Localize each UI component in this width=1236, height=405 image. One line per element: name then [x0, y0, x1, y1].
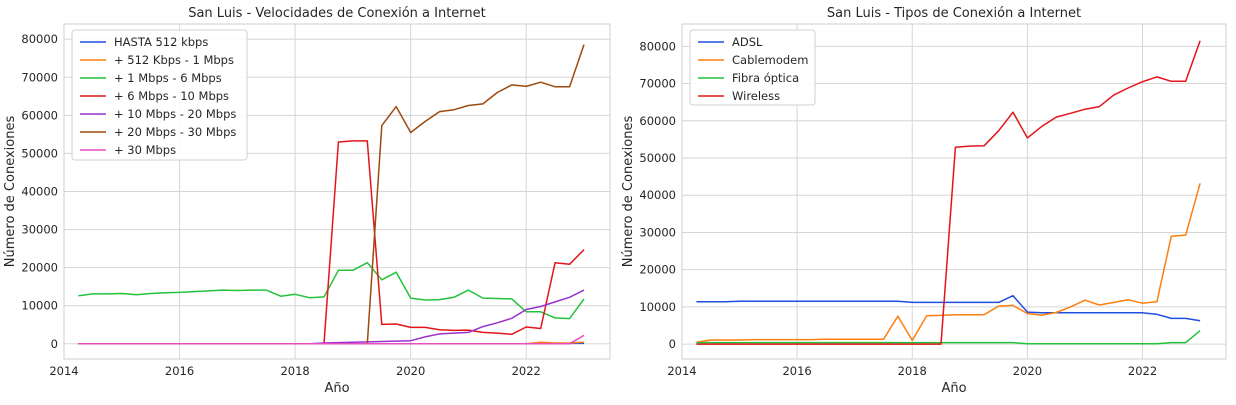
x-axis-label: Año: [941, 381, 966, 396]
y-tick-label: 20000: [639, 263, 676, 277]
legend-entry: + 512 Kbps - 1 Mbps: [114, 53, 234, 67]
x-tick-label: 2022: [1128, 364, 1157, 378]
legend-entry: Fibra óptica: [732, 71, 799, 85]
legend-entry: Cablemodem: [732, 53, 808, 67]
chart-2: 2014 2016 2018 2020 2022 0 10000 20000 30000 4000…: [621, 6, 1226, 396]
x-tick-label: 2016: [782, 364, 811, 378]
y-tick-label: 80000: [639, 39, 676, 53]
legend-entry: + 20 Mbps - 30 Mbps: [114, 125, 236, 139]
y-tick-label: 40000: [21, 185, 58, 199]
y-tick-label: 80000: [21, 32, 58, 46]
chart-title: San Luis - Tipos de Conexión a Internet: [827, 6, 1081, 21]
y-tick-label: 40000: [639, 188, 676, 202]
x-axis-label: Año: [324, 381, 349, 396]
chart-title: San Luis - Velocidades de Conexión a Int…: [188, 6, 486, 21]
legend-entry: + 10 Mbps - 20 Mbps: [114, 107, 236, 121]
legend-entry: + 1 Mbps - 6 Mbps: [114, 71, 222, 85]
y-axis-label: Número de Conexiones: [3, 116, 18, 268]
x-tick-label: 2022: [512, 364, 541, 378]
y-tick-label: 30000: [21, 223, 58, 237]
legend: HASTA 512 kbps + 512 Kbps - 1 Mbps + 1 Mbp…: [72, 30, 247, 160]
y-tick-label: 30000: [639, 225, 676, 239]
legend-entry: + 30 Mbps: [114, 143, 176, 157]
x-tick-label: 2014: [49, 364, 78, 378]
x-tick-label: 2014: [667, 364, 696, 378]
x-tick-label: 2020: [1013, 364, 1042, 378]
x-tick-label: 2018: [898, 364, 927, 378]
y-tick-label: 0: [51, 337, 58, 351]
x-tick-label: 2016: [165, 364, 194, 378]
y-tick-label: 10000: [21, 299, 58, 313]
y-tick-label: 50000: [21, 146, 58, 160]
x-tick-label: 2020: [396, 364, 425, 378]
y-tick-label: 70000: [639, 77, 676, 91]
x-tick-label: 2018: [280, 364, 309, 378]
legend-entry: HASTA 512 kbps: [114, 35, 208, 49]
y-axis-label: Número de Conexiones: [621, 116, 636, 268]
y-tick-label: 10000: [639, 300, 676, 314]
legend-entry: ADSL: [732, 35, 763, 49]
y-tick-label: 60000: [639, 114, 676, 128]
y-tick-label: 0: [669, 337, 676, 351]
legend-entry: Wireless: [732, 89, 780, 103]
y-tick-label: 20000: [21, 261, 58, 275]
legend-entry: + 6 Mbps - 10 Mbps: [114, 89, 229, 103]
y-tick-label: 60000: [21, 108, 58, 122]
legend: ADSL Cablemodem Fibra óptica Wireless: [690, 30, 815, 105]
chart-1: 2014 2016 2018 2020 2022 0 10000 20000 30000 4000…: [3, 6, 610, 396]
y-tick-label: 50000: [639, 151, 676, 165]
y-tick-label: 70000: [21, 70, 58, 84]
